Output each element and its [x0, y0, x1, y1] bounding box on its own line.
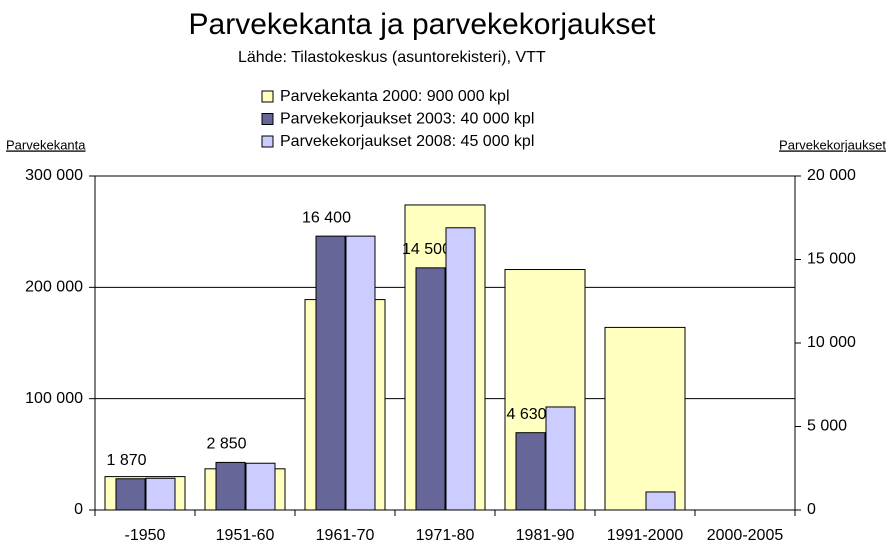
x-tick-label: -1950	[125, 527, 166, 544]
chart-title: Parvekekanta ja parvekekorjaukset	[189, 8, 657, 41]
data-label: 1 870	[106, 452, 146, 469]
bar	[345, 235, 376, 511]
bar	[515, 432, 546, 511]
x-tick-label: 1981-90	[516, 527, 575, 544]
data-label: 14 500	[402, 241, 451, 258]
bar	[645, 491, 676, 511]
y2-tick-label: 5 000	[807, 418, 847, 435]
x-tick-label: 1961-70	[316, 527, 375, 544]
data-label: 2 850	[206, 436, 246, 453]
data-label: 16 400	[302, 209, 351, 226]
y2-tick-label: 0	[807, 501, 816, 518]
bar	[445, 227, 476, 511]
y-axis-title: Parvekekanta	[6, 137, 86, 152]
x-tick-label: 1991-2000	[607, 527, 684, 544]
y-tick-label: 100 000	[25, 390, 83, 407]
x-tick-label: 1951-60	[216, 527, 275, 544]
x-tick-label: 2000-2005	[707, 527, 784, 544]
x-tick-label: 1971-80	[416, 527, 475, 544]
y2-tick-label: 15 000	[807, 251, 856, 268]
y2-axis-title: Parvekekorjaukset	[779, 137, 886, 152]
bar	[415, 267, 446, 511]
legend-label: Parvekekanta 2000: 900 000 kpl	[280, 88, 510, 105]
bar	[245, 462, 276, 511]
legend-swatch	[261, 90, 274, 103]
data-label: 4 630	[506, 406, 546, 423]
chart-subtitle: Lähde: Tilastokeskus (asuntorekisteri), …	[238, 49, 546, 66]
y-tick-label: 0	[74, 501, 83, 518]
bar	[315, 235, 346, 511]
y-tick-label: 300 000	[25, 167, 83, 184]
legend-swatch	[261, 135, 274, 148]
legend-label: Parvekekorjaukset 2003: 40 000 kpl	[280, 111, 534, 128]
legend-label: Parvekekorjaukset 2008: 45 000 kpl	[280, 133, 534, 150]
bar	[115, 478, 146, 511]
bar	[145, 477, 176, 511]
bar	[545, 406, 576, 511]
bar	[604, 326, 686, 511]
y-tick-label: 200 000	[25, 279, 83, 296]
legend-swatch	[261, 113, 274, 125]
bar	[215, 461, 246, 511]
y2-tick-label: 20 000	[807, 167, 856, 184]
y2-tick-label: 10 000	[807, 334, 856, 351]
